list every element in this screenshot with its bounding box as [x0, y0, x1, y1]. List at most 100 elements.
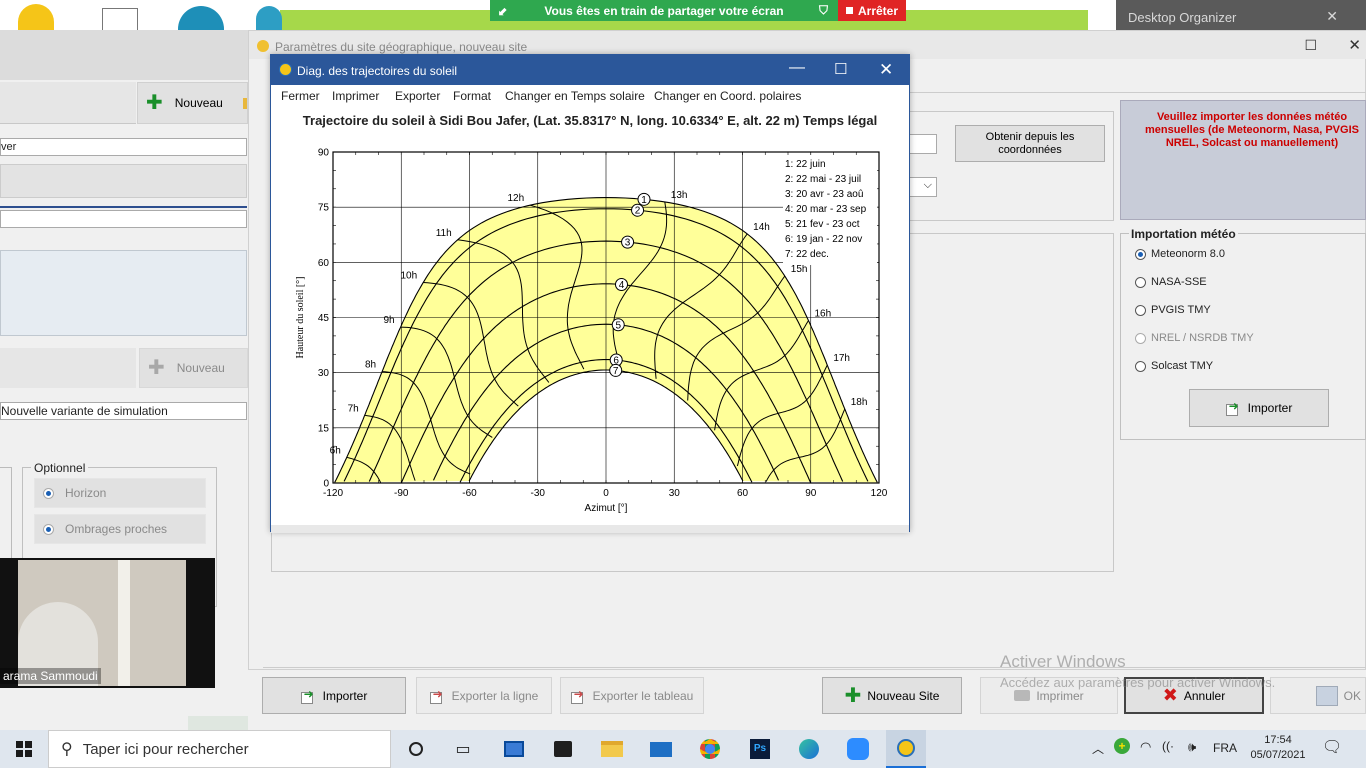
pvgis-option[interactable]: PVGIS TMY — [1135, 304, 1211, 316]
left-bottom-strip — [188, 716, 248, 730]
hour-label-13h: 13h — [671, 190, 688, 201]
chevron-down-icon: ⌵ — [923, 179, 932, 191]
app-icon-teal — [256, 6, 282, 30]
photoshop-icon[interactable]: Ps — [740, 730, 780, 768]
clock-time: 17:54 — [1264, 734, 1292, 746]
y-tick-label: 15 — [318, 423, 330, 434]
site-close-icon[interactable]: ✕ — [1348, 37, 1361, 54]
meteonorm-option[interactable]: Meteonorm 8.0 — [1135, 248, 1225, 260]
y-tick-label: 75 — [318, 203, 330, 214]
share-text: Vous êtes en train de partager votre écr… — [544, 3, 784, 18]
store-icon[interactable] — [543, 730, 583, 768]
nrel-radio — [1135, 332, 1146, 344]
stop-share-button[interactable]: Arrêter — [838, 0, 906, 21]
curve-marker-label-7: 7 — [613, 366, 619, 377]
zoom-icon[interactable] — [838, 730, 878, 768]
print-button[interactable]: Imprimer — [980, 677, 1118, 714]
language-indicator[interactable]: FRA — [1213, 741, 1237, 755]
sun-path-curve-3 — [368, 240, 844, 482]
folder-icon — [242, 97, 247, 109]
coord-select[interactable]: ⌵ — [909, 177, 937, 197]
remote-app-icon[interactable] — [494, 730, 534, 768]
ok-button[interactable]: OK — [1270, 677, 1366, 714]
importer-button[interactable]: Importer — [262, 677, 406, 714]
solcast-radio — [1135, 360, 1146, 372]
notifications-icon[interactable]: 🗨 — [1322, 739, 1343, 756]
plus-icon: ✚ — [844, 684, 862, 707]
taskbar-search[interactable]: ⚲ Taper ici pour rechercher — [48, 730, 391, 768]
wifi-icon[interactable]: ((· — [1162, 739, 1174, 753]
search-icon: ⚲ — [61, 741, 73, 758]
solcast-option[interactable]: Solcast TMY — [1135, 360, 1213, 372]
clock[interactable]: 17:54 05/07/2021 — [1246, 733, 1310, 763]
desktop-organizer-close-icon[interactable]: ✕ — [1326, 8, 1338, 24]
edge-icon[interactable] — [789, 730, 829, 768]
export-line-button[interactable]: Exporter la ligne — [416, 677, 552, 714]
pvsyst-icon[interactable] — [886, 730, 926, 768]
site-maximize-icon[interactable]: ☐ — [1304, 37, 1317, 53]
chart-title: Trajectoire du soleil à Sidi Bou Jafer, … — [302, 113, 878, 128]
maximize-icon[interactable]: ☐ — [834, 61, 848, 78]
near-shading-radio — [43, 523, 54, 535]
hour-line-18h — [765, 408, 846, 482]
cancel-button[interactable]: ✖ Annuler — [1124, 677, 1264, 714]
cortana-icon[interactable] — [396, 730, 436, 768]
curve-marker-label-3: 3 — [625, 238, 631, 249]
menu-fermer[interactable]: Fermer — [281, 89, 320, 103]
shield-icon: ⛉ — [818, 3, 828, 17]
sun-window-titlebar: Diag. des trajectoires du soleil — ☐ ✕ — [271, 55, 909, 85]
task-view-icon[interactable]: ▭ — [455, 741, 471, 758]
coord-input[interactable] — [909, 134, 937, 154]
hour-label-15h: 15h — [791, 264, 808, 275]
sun-path-curve-4 — [400, 283, 812, 483]
minimize-icon[interactable]: — — [789, 59, 805, 76]
tray-chevron-icon[interactable]: ︿ — [1092, 742, 1105, 756]
left-mid-area — [0, 348, 136, 388]
menu-solar-time[interactable]: Changer en Temps solaire — [505, 89, 645, 103]
start-button[interactable] — [4, 730, 44, 768]
file-explorer-icon[interactable] — [592, 730, 632, 768]
hour-label-9h: 9h — [383, 315, 394, 326]
hour-line-8h — [382, 371, 471, 475]
share-pin-icon[interactable]: ⬋ — [498, 3, 509, 18]
tray-plus-icon[interactable]: + — [1114, 738, 1130, 754]
desktop-organizer-title: Desktop Organizer — [1128, 10, 1237, 25]
stop-icon — [845, 7, 853, 14]
import-meteo-button[interactable]: Importer — [1189, 389, 1329, 427]
near-shading-option[interactable]: Ombrages proches — [34, 514, 206, 544]
left-field-1[interactable]: ver — [0, 138, 247, 156]
horizon-radio — [43, 487, 54, 499]
save-disk-icon — [1315, 685, 1338, 706]
sun-path-curve-7 — [468, 369, 744, 482]
legend-background — [783, 155, 877, 265]
x-tick-label: -90 — [394, 488, 409, 499]
optional-legend: Optionnel — [31, 461, 89, 475]
nouveau-mid-button[interactable]: ✚ Nouveau — [139, 348, 248, 388]
menu-polar-coords[interactable]: Changer en Coord. polaires — [654, 89, 802, 103]
volume-icon[interactable]: 🕪 — [1188, 739, 1197, 754]
nouveau-top-button[interactable]: ✚ Nouveau — [137, 82, 248, 124]
x-tick-label: 60 — [737, 488, 749, 499]
menu-imprimer[interactable]: Imprimer — [332, 89, 380, 103]
hour-label-17h: 17h — [833, 353, 850, 364]
chrome-icon[interactable] — [690, 730, 730, 768]
sun-path-curve-1 — [334, 197, 878, 483]
x-axis-label: Azimut [°] — [585, 503, 628, 514]
nrel-option: NREL / NSRDB TMY — [1135, 332, 1254, 344]
menu-exporter[interactable]: Exporter — [395, 89, 441, 103]
nasa-option[interactable]: NASA-SSE — [1135, 276, 1207, 288]
export-table-button[interactable]: Exporter le tableau — [560, 677, 704, 714]
new-site-button[interactable]: ✚ Nouveau Site — [822, 677, 962, 714]
site-dialog-icon — [257, 40, 269, 52]
menu-format[interactable]: Format — [453, 89, 492, 103]
main-window-title — [0, 30, 250, 80]
sun-path-curve-5 — [432, 323, 780, 481]
hour-label-18h: 18h — [851, 397, 868, 408]
network-icon[interactable]: ◠ — [1140, 739, 1152, 754]
mail-icon[interactable] — [641, 730, 681, 768]
variant-field[interactable]: Nouvelle variante de simulation — [0, 402, 247, 420]
sun-path-window: Diag. des trajectoires du soleil — ☐ ✕ F… — [270, 54, 910, 533]
obtain-coords-button[interactable]: Obtenir depuis les coordonnées — [955, 125, 1105, 162]
close-icon[interactable]: ✕ — [879, 60, 894, 79]
horizon-option[interactable]: Horizon — [34, 478, 206, 508]
